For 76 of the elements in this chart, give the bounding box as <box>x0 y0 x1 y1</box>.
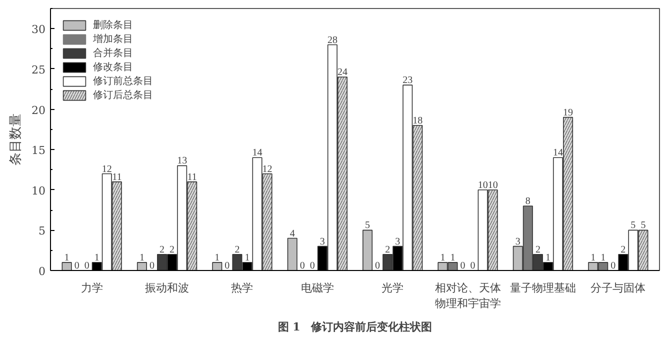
data-label: 0 <box>150 260 154 272</box>
data-label: 2 <box>385 244 390 256</box>
data-label: 10 <box>488 180 498 191</box>
x-tick-label: 电磁学 <box>300 282 334 294</box>
data-label: 18 <box>412 115 423 126</box>
data-label: 0 <box>310 260 315 272</box>
data-label: 2 <box>234 244 240 256</box>
x-tick-label: 光学 <box>382 282 404 294</box>
data-label: 1 <box>590 252 596 264</box>
data-label: 1 <box>139 252 144 264</box>
data-label: 1 <box>94 252 100 264</box>
data-label: 11 <box>112 172 122 183</box>
data-label: 19 <box>563 107 574 118</box>
data-label: 12 <box>102 164 112 175</box>
y-axis-title: 条目数量 <box>8 114 24 166</box>
data-label: 5 <box>640 220 646 232</box>
data-label: 1 <box>440 252 446 264</box>
data-label: 0 <box>74 260 80 272</box>
caption: 图 1 修订内容前后变化柱状图 <box>278 320 432 334</box>
data-label: 24 <box>337 67 348 78</box>
bar <box>287 238 298 270</box>
data-label: 3 <box>320 236 325 248</box>
bar <box>212 262 222 270</box>
data-label: 13 <box>177 156 188 167</box>
y-tick-label: 30 <box>32 23 46 36</box>
data-label: 0 <box>375 260 380 272</box>
y-tick-label: 10 <box>32 184 46 198</box>
data-label: 0 <box>300 260 305 272</box>
data-label: 3 <box>395 236 400 248</box>
data-label: 0 <box>84 260 90 272</box>
bar <box>362 230 373 270</box>
legend-label: 删除条目 <box>93 19 133 32</box>
data-label: 11 <box>187 172 197 183</box>
data-label: 8 <box>525 196 530 208</box>
x-tick-label: 振动和波 <box>145 282 190 294</box>
x-tick-label: 分子与固体 <box>590 282 646 294</box>
data-label: 2 <box>170 244 175 256</box>
data-label: 0 <box>610 260 616 272</box>
x-tick-label: 相对论、天体物理和宇宙学 <box>434 282 501 310</box>
data-label: 10 <box>478 180 488 191</box>
y-tick-label: 20 <box>32 104 46 117</box>
data-label: 3 <box>515 236 520 248</box>
data-label: 12 <box>262 164 272 175</box>
x-tick-label: 量子物理基础 <box>510 282 576 294</box>
bar <box>136 262 147 270</box>
data-label: 23 <box>402 75 413 86</box>
data-label: 0 <box>224 260 230 272</box>
data-label: 14 <box>252 148 262 159</box>
y-tick-label: 25 <box>32 63 46 76</box>
legend-label: 合并条目 <box>93 46 133 60</box>
legend-label: 修订后总条目 <box>93 88 153 102</box>
data-label: 5 <box>365 220 370 232</box>
data-label: 2 <box>160 244 165 256</box>
data-label: 1 <box>545 252 550 264</box>
y-tick-label: 0 <box>38 265 46 278</box>
data-label: 0 <box>460 260 466 272</box>
x-tick-label: 热学 <box>231 282 254 294</box>
data-label: 1 <box>214 252 220 264</box>
x-tick-label: 力学 <box>80 282 103 294</box>
data-label: 1 <box>450 252 456 264</box>
data-label: 0 <box>470 260 476 272</box>
data-label: 14 <box>553 148 563 159</box>
data-label: 5 <box>630 220 636 232</box>
y-tick-label: 5 <box>38 224 46 238</box>
bar <box>62 262 72 270</box>
data-label: 2 <box>620 244 626 256</box>
data-label: 2 <box>535 244 540 256</box>
data-label: 28 <box>327 34 338 46</box>
data-label: 1 <box>64 252 70 264</box>
data-label: 4 <box>290 228 295 240</box>
legend-label: 修订前总条目 <box>93 74 153 88</box>
data-label: 1 <box>600 252 606 264</box>
legend-label: 修改条目 <box>93 61 133 74</box>
legend-label: 增加条目 <box>93 32 133 46</box>
data-label: 1 <box>244 252 250 264</box>
y-tick-label: 15 <box>32 144 46 158</box>
